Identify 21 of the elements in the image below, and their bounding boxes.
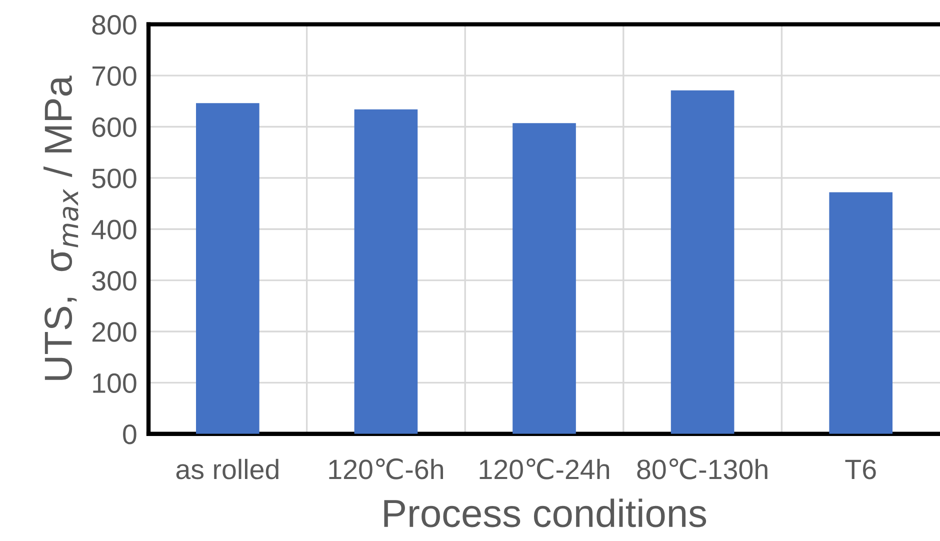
y-tick-label: 100 — [93, 373, 136, 394]
bar — [196, 103, 260, 434]
bar — [829, 192, 893, 434]
x-axis-title: Process conditions — [384, 498, 706, 528]
bar — [354, 109, 418, 434]
y-tick-label: 0 — [123, 424, 136, 444]
x-tick-label: 80℃-130h — [637, 458, 768, 480]
x-tick-label: 120℃-24h — [480, 458, 610, 480]
y-tick-label: 400 — [92, 220, 136, 240]
y-tick-label: 700 — [92, 66, 136, 86]
y-axis-title: UTS, σ$_{max}$ / MPa — [44, 76, 78, 380]
y-tick-label: 300 — [92, 270, 136, 291]
x-tick-label: T6 — [845, 460, 876, 480]
y-tick-label: 600 — [92, 117, 136, 138]
x-tick-label: as rolled — [176, 458, 278, 480]
bar — [670, 90, 734, 434]
x-tick-label: 120℃-6h — [329, 458, 444, 480]
y-tick-label: 200 — [92, 322, 136, 342]
bar — [512, 123, 576, 434]
y-tick-label: 800 — [92, 15, 136, 35]
y-tick-label: 500 — [92, 168, 136, 188]
